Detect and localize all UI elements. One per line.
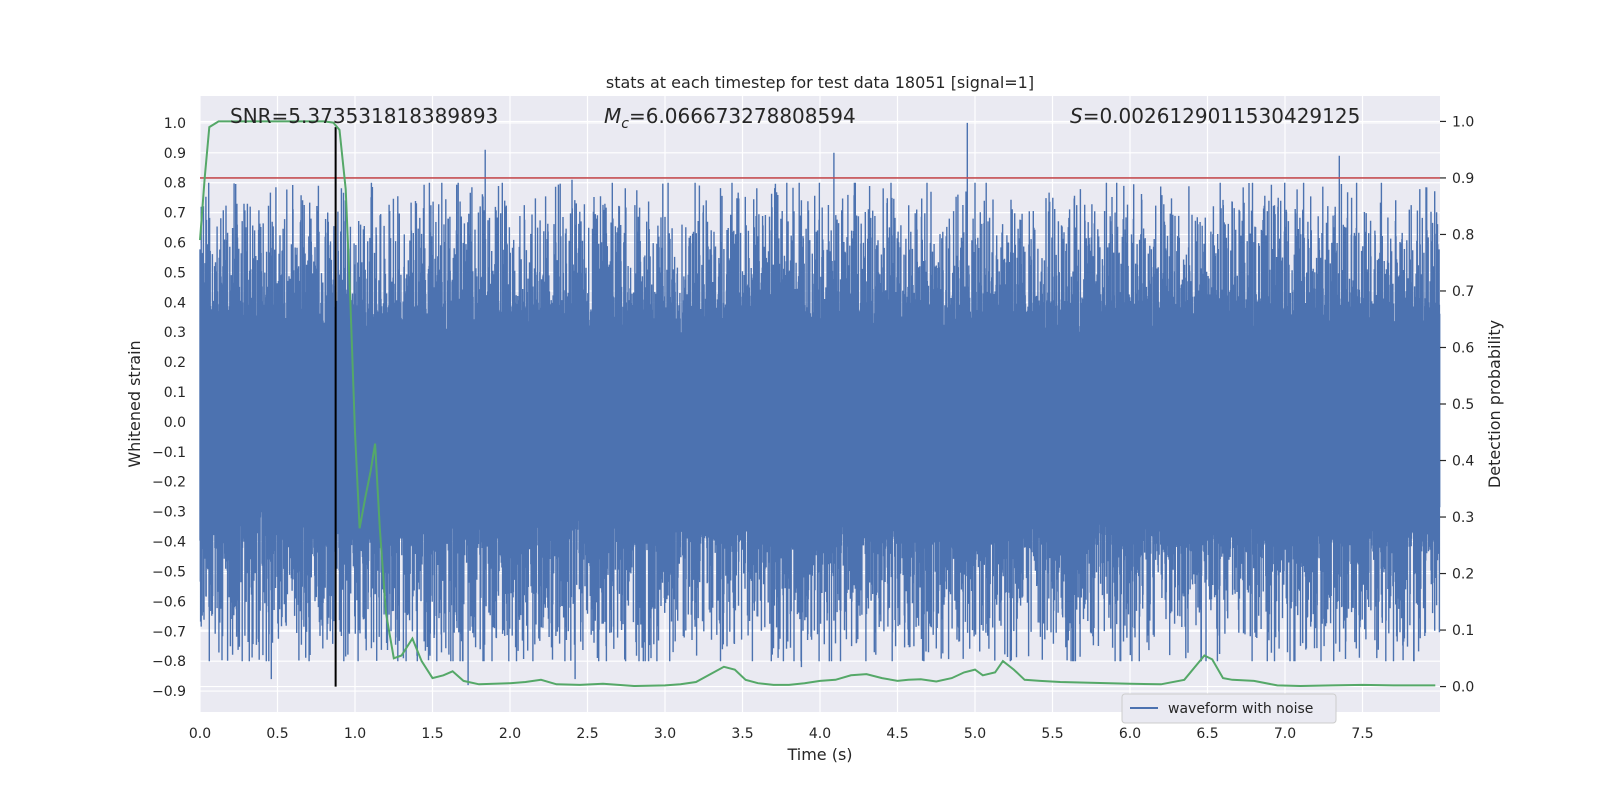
x-axis-ticks: 0.0 0.5 1.0 1.5 2.0 2.5 3.0 3.5 4.0 4.5 5.0 5.5 6.0 6… [189, 726, 1374, 742]
y-tick-label: −0.4 [152, 535, 186, 551]
y2-tick-label: 0.1 [1452, 623, 1474, 639]
mc-subscript: c [621, 116, 629, 132]
y2-tick-label: 0.3 [1452, 510, 1474, 526]
y2-tick-label: 0.6 [1452, 340, 1474, 356]
x-tick-label: 6.0 [1119, 726, 1141, 742]
waveform-with-noise-series [199, 122, 1441, 686]
y-tick-label: 1.0 [164, 116, 186, 132]
legend-entry: waveform with noise [1168, 701, 1313, 717]
s-symbol: S [1070, 104, 1083, 128]
y-tick-label: 0.8 [164, 176, 186, 192]
mc-value: =6.066673278808594 [629, 104, 856, 128]
x-tick-label: 4.0 [809, 726, 831, 742]
y2-tick-label: 0.4 [1452, 454, 1474, 470]
x-tick-label: 0.0 [189, 726, 211, 742]
mc-annotation: Mc=6.066673278808594 [604, 104, 856, 132]
y2-tick-label: 1.0 [1452, 114, 1474, 130]
y-tick-label: 0.2 [164, 355, 186, 371]
y-tick-label: 0.0 [164, 415, 186, 431]
y2-tick-label: 0.9 [1452, 171, 1474, 187]
waveform-trace [199, 122, 1441, 686]
y2-tick-label: 0.5 [1452, 397, 1474, 413]
x-tick-label: 3.5 [731, 726, 753, 742]
y2-tick-label: 0.2 [1452, 567, 1474, 583]
mc-symbol: M [604, 104, 621, 128]
x-tick-label: 2.5 [576, 726, 598, 742]
y-axis-ticks: −0.9 −0.8 −0.7 −0.6 −0.5 −0.4 −0.3 −0.2 −0.1 0.0 0… [152, 116, 186, 700]
x-tick-label: 4.5 [886, 726, 908, 742]
y-tick-label: −0.5 [152, 564, 186, 580]
s-annotation: S=0.0026129011530429125 [1070, 104, 1360, 128]
y2-tick-label: 0.7 [1452, 284, 1474, 300]
y-tick-label: 0.3 [164, 325, 186, 341]
y2-tick-label: 0.8 [1452, 227, 1474, 243]
detection-probability-series [199, 120, 1436, 688]
x-tick-label: 5.5 [1041, 726, 1063, 742]
y2-axis-ticks: 0.0 0.1 0.2 0.3 0.4 0.5 0.6 0.7 0.8 0.9 1.0 [1440, 114, 1474, 696]
chart-title: stats at each timestep for test data 180… [606, 73, 1034, 92]
y-tick-label: 0.9 [164, 146, 186, 162]
y-tick-label: 0.1 [164, 385, 186, 401]
snr-annotation: SNR=5.373531818389893 [230, 104, 498, 128]
x-tick-label: 1.5 [421, 726, 443, 742]
legend-box [1121, 693, 1337, 724]
s-value: =0.0026129011530429125 [1083, 104, 1361, 128]
x-axis-title: Time (s) [786, 745, 852, 764]
y-tick-label: 0.6 [164, 236, 186, 252]
legend: waveform with noise [1121, 693, 1337, 724]
y-tick-label: 0.4 [164, 295, 186, 311]
y-tick-label: −0.6 [152, 594, 186, 610]
y-tick-label: −0.3 [152, 505, 186, 521]
y-tick-label: −0.9 [152, 684, 186, 700]
y-tick-label: −0.2 [152, 475, 186, 491]
y-tick-label: −0.1 [152, 445, 186, 461]
y-tick-label: 0.7 [164, 206, 186, 222]
x-tick-label: 7.5 [1351, 726, 1373, 742]
x-tick-label: 1.0 [344, 726, 366, 742]
y2-axis-title: Detection probability [1485, 320, 1504, 488]
x-tick-label: 5.0 [964, 726, 986, 742]
x-tick-label: 6.5 [1196, 726, 1218, 742]
x-tick-label: 7.0 [1274, 726, 1296, 742]
y-tick-label: −0.8 [152, 654, 186, 670]
x-tick-label: 2.0 [499, 726, 521, 742]
x-tick-label: 0.5 [266, 726, 288, 742]
y-tick-label: 0.5 [164, 265, 186, 281]
y-axis-title: Whitened strain [125, 340, 144, 467]
y2-tick-label: 0.0 [1452, 680, 1474, 696]
y-tick-label: −0.7 [152, 624, 186, 640]
x-tick-label: 3.0 [654, 726, 676, 742]
